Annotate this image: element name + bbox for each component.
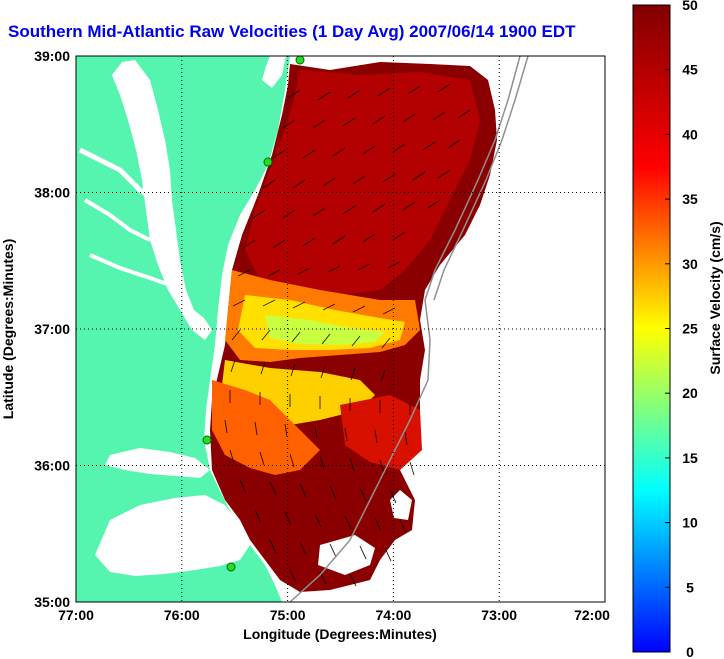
- colorbar-tick-label: 20: [682, 385, 698, 401]
- bathymetry-contour-2: [433, 56, 529, 301]
- y-axis-label: Latitude (Degrees:Minutes): [0, 239, 16, 419]
- albemarle-sound: [105, 448, 210, 478]
- colorbar-tick-label: 40: [682, 126, 698, 142]
- colorbar-tick-label: 15: [682, 450, 698, 466]
- delaware-bay: [262, 56, 286, 88]
- velocity-field: [210, 62, 497, 592]
- radar-site-marker: [263, 157, 273, 167]
- radar-site-marker: [295, 56, 305, 65]
- velocity-vectors: [224, 83, 471, 587]
- y-tick-label: 37:00: [34, 321, 70, 337]
- colorbar-tick-label: 10: [682, 515, 698, 531]
- x-tick-label: 72:00: [574, 607, 610, 623]
- y-tick-label: 39:00: [34, 48, 70, 64]
- x-axis-label: Longitude (Degrees:Minutes): [243, 626, 437, 642]
- x-tick-label: 73:00: [481, 607, 517, 623]
- radar-site-marker: [226, 562, 236, 572]
- plot-frame: [75, 55, 606, 603]
- colorbar-tick-label: 45: [682, 62, 698, 78]
- colorbar-tick-label: 0: [686, 644, 694, 659]
- y-tick-label: 35:00: [34, 594, 70, 610]
- map-grid: [76, 56, 605, 602]
- colorbar-label: Surface Velocity (cm/s): [707, 221, 723, 374]
- york-james-river: [89, 253, 192, 307]
- map-title: Southern Mid-Atlantic Raw Velocities (1 …: [8, 22, 576, 41]
- colorbar-tick-label: 35: [682, 191, 698, 207]
- x-tick-label: 75:00: [270, 607, 306, 623]
- y-tick-label: 38:00: [34, 185, 70, 201]
- pamlico-sound: [95, 495, 250, 576]
- colorbar-tick-label: 50: [682, 0, 698, 13]
- colorbar: [632, 4, 671, 653]
- radar-site-marker: [202, 435, 212, 445]
- y-tick-label: 36:00: [34, 458, 70, 474]
- colorbar-tick-label: 25: [682, 321, 698, 337]
- x-tick-label: 76:00: [164, 607, 200, 623]
- rappahannock-river: [83, 198, 151, 242]
- x-tick-label: 74:00: [375, 607, 411, 623]
- colorbar-tick-label: 5: [686, 579, 694, 595]
- potomac-river: [78, 147, 157, 203]
- bathymetry-contour: [289, 56, 521, 602]
- colorbar-tick-label: 30: [682, 256, 698, 272]
- x-tick-label: 77:00: [58, 607, 94, 623]
- chesapeake-bay: [112, 60, 212, 340]
